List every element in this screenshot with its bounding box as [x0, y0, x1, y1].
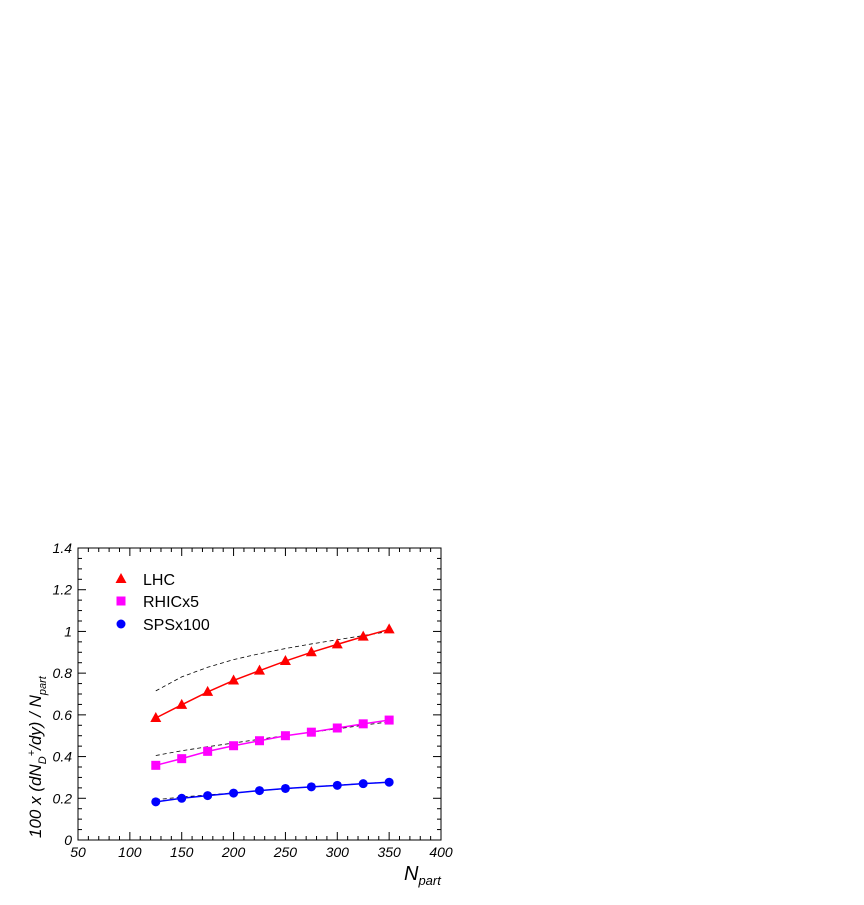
data-point-spsx100: [203, 791, 213, 801]
y-axis-title: 100 x (dND+/dy) / Npart: [26, 675, 49, 838]
data-point-rhicx5: [151, 760, 161, 770]
data-point-lhc: [254, 664, 265, 675]
data-point-spsx100: [306, 782, 316, 792]
data-point-spsx100: [280, 783, 290, 793]
x-tick-label: 250: [273, 844, 298, 860]
y-tick-label: 0.6: [53, 707, 73, 723]
y-tick-label: 1: [64, 623, 72, 639]
data-point-lhc: [176, 698, 188, 709]
legend-label-rhicx5: RHICx5: [143, 594, 199, 611]
y-tick-label: 0.2: [53, 790, 73, 806]
reference-curve-1: [155, 631, 390, 692]
data-point-lhc: [357, 630, 369, 641]
data-point-spsx100: [358, 779, 368, 789]
data-point-lhc: [202, 685, 214, 696]
data-point-rhicx5: [280, 731, 290, 741]
data-point-rhicx5: [177, 754, 187, 764]
reference-curves: [155, 631, 390, 801]
x-tick-label: 300: [326, 844, 350, 860]
data-point-spsx100: [177, 793, 187, 803]
data-point-spsx100: [151, 797, 161, 807]
data-point-rhicx5: [203, 746, 213, 756]
y-tick-label: 1.4: [53, 540, 73, 556]
data-point-lhc: [150, 711, 162, 722]
x-tick-label: 100: [118, 844, 142, 860]
legend-label-spsx100: SPSx100: [143, 617, 210, 634]
data-point-lhc: [383, 623, 395, 634]
x-tick-label: 200: [221, 844, 246, 860]
series-markers: [150, 623, 395, 807]
data-point-spsx100: [255, 786, 264, 796]
x-tick-label: 50: [70, 844, 86, 860]
series-line-rhicx5: [155, 719, 390, 767]
legend-label-lhc: LHC: [143, 572, 175, 589]
legend-marker-lhc: [115, 573, 127, 583]
x-tick-label: 350: [377, 844, 401, 860]
series-lines: [155, 628, 390, 803]
data-point-rhicx5: [358, 719, 368, 729]
data-point-lhc: [331, 638, 343, 649]
data-point-rhicx5: [332, 723, 342, 733]
plot-frame: [77, 547, 442, 841]
data-point-lhc: [305, 646, 317, 657]
axis-ticks: [77, 547, 442, 841]
series-line-lhc: [155, 628, 390, 719]
x-tick-label: 150: [170, 844, 194, 860]
data-point-spsx100: [229, 788, 239, 798]
y-tick-label: 0.8: [53, 665, 73, 681]
y-tick-label: 1.2: [53, 582, 73, 598]
legend: LHC RHICx5 SPSx100: [115, 572, 210, 634]
data-point-spsx100: [332, 780, 342, 790]
data-point-lhc: [279, 655, 291, 666]
data-point-rhicx5: [255, 736, 264, 746]
axis-tick-labels: 50 100 150 200 250 300 350 400 0 0.2 0.4 0.6 0.8 1 1.2…: [53, 540, 453, 860]
data-point-rhicx5: [384, 715, 394, 725]
data-point-rhicx5: [229, 741, 239, 751]
data-point-lhc: [228, 674, 240, 685]
series-line-spsx100: [155, 781, 390, 803]
y-tick-label: 0.4: [53, 749, 73, 765]
y-tick-label: 0: [64, 832, 72, 848]
legend-marker-rhicx5: [116, 596, 126, 606]
x-axis-title: Npart: [404, 863, 442, 888]
reference-curve-2: [155, 721, 390, 756]
legend-marker-spsx100: [116, 619, 126, 629]
x-tick-label: 400: [429, 844, 453, 860]
data-point-rhicx5: [306, 727, 316, 737]
data-point-spsx100: [384, 777, 394, 787]
